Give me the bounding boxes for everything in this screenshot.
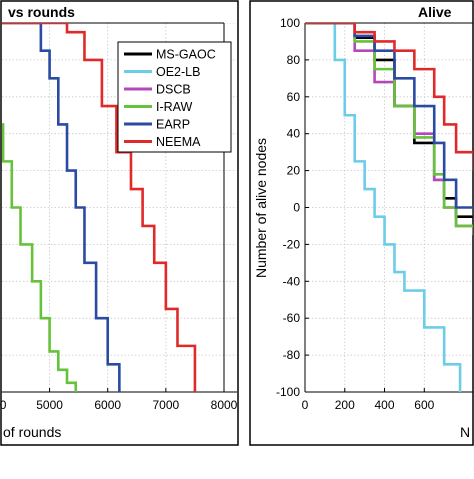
right-x-tick-label: 200	[335, 398, 355, 412]
left-series	[2, 23, 197, 392]
right-y-tick-label: -20	[283, 237, 301, 251]
right-y-tick-label: -40	[283, 274, 301, 288]
right-y-tick-label: -60	[283, 311, 301, 325]
right-series-line-neema	[305, 23, 473, 171]
right-series-line-earp	[305, 23, 473, 217]
right-y-tick-label: 40	[287, 127, 301, 141]
right-x-tick-label: 0	[302, 398, 309, 412]
right-y-tick-label: 80	[287, 53, 301, 67]
legend-label-i-raw: I-RAW	[156, 100, 193, 114]
right-y-tick-label: 100	[280, 16, 300, 30]
left-plot: vs rounds of rounds 000 5000 6000 7000 8000	[0, 4, 238, 440]
right-chart-title: Alive	[418, 4, 452, 20]
left-x-tick-label: 6000	[94, 398, 121, 412]
left-series-line-neema	[2, 23, 197, 392]
right-x-tick-label: 600	[414, 398, 434, 412]
right-series-line-i-raw	[305, 23, 473, 236]
left-series-line-i-raw	[2, 123, 78, 392]
legend-label-neema: NEEMA	[156, 135, 201, 149]
left-x-tick-label: 5000	[36, 398, 63, 412]
legend-label-earp: EARP	[156, 118, 190, 132]
right-y-axis-label: Number of alive nodes	[253, 138, 269, 278]
right-x-tick-label: 400	[375, 398, 395, 412]
legend-label-dscb: DSCB	[156, 83, 191, 97]
legend-label-ms-gaoc: MS-GAOC	[156, 48, 216, 62]
left-x-tick-label: 8000	[211, 398, 238, 412]
right-y-tick-label: -80	[283, 348, 301, 362]
right-panel-frame	[249, 0, 474, 446]
right-y-tick-label: -100	[276, 385, 300, 399]
right-y-tick-label: 0	[293, 201, 300, 215]
legend-label-oe2-lb: OE2-LB	[156, 65, 200, 79]
right-series	[305, 23, 473, 392]
left-chart-title: vs rounds	[8, 4, 75, 20]
right-y-tick-label: 60	[287, 90, 301, 104]
left-x-tick-label: 000	[0, 398, 7, 412]
right-x-axis-label: N	[460, 424, 470, 440]
left-x-tick-label: 7000	[153, 398, 180, 412]
legend-box	[117, 41, 232, 153]
left-series-line-earp	[2, 23, 121, 392]
right-series-line-oe2-lb	[305, 23, 462, 392]
legend: MS-GAOC OE2-LB DSCB I-RAW EARP NEEMA	[117, 41, 232, 153]
left-x-axis-label: of rounds	[3, 424, 61, 440]
right-plot: Alive N Number of alive nodes 0 200 400 600…	[253, 4, 473, 440]
right-y-tick-label: 20	[287, 164, 301, 178]
